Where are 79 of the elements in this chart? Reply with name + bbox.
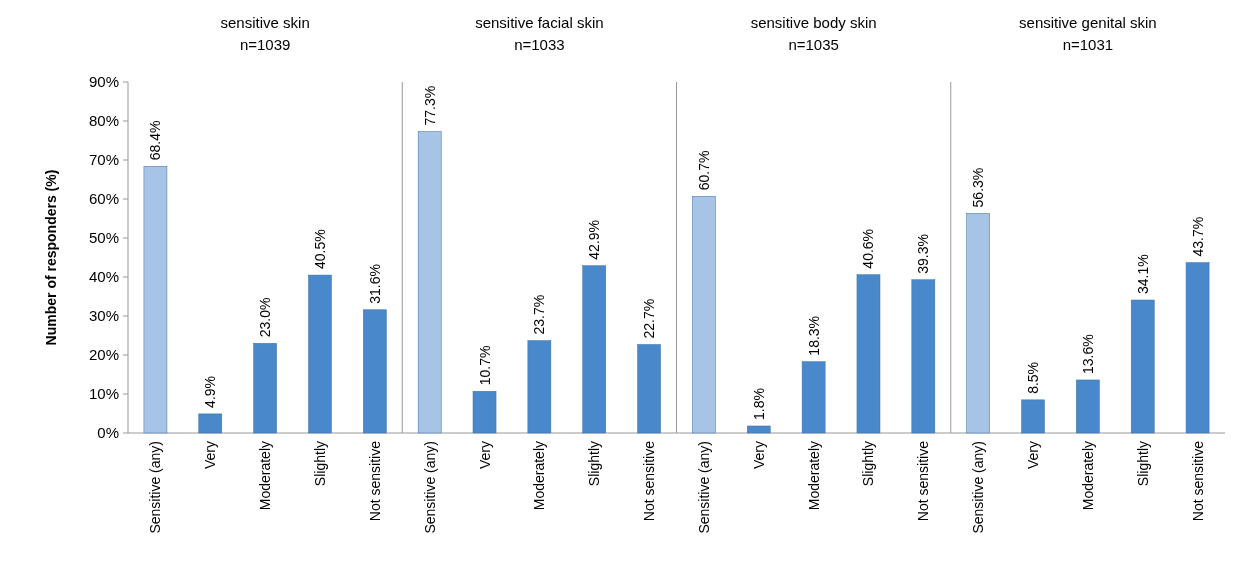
data-label: 23.0% xyxy=(257,297,274,338)
chart-title: sensitive facial skin xyxy=(475,14,604,31)
chart-subtitle: n=1033 xyxy=(514,36,565,53)
data-label: 56.3% xyxy=(970,167,987,208)
data-label: 31.6% xyxy=(366,264,383,304)
x-tick-label: Moderately xyxy=(257,441,274,511)
x-tick-label: Moderately xyxy=(805,441,822,511)
bar xyxy=(1130,299,1155,434)
data-label: 40.6% xyxy=(860,228,877,269)
bar xyxy=(472,391,497,434)
data-label: 13.6% xyxy=(1079,334,1096,374)
data-label: 10.7% xyxy=(476,345,493,386)
data-label: 39.3% xyxy=(915,234,932,274)
y-tick-label: 90% xyxy=(88,73,119,91)
bar xyxy=(856,274,881,434)
y-axis-title: Number of responders (%) xyxy=(43,169,59,346)
x-tick-label: Sensitive (any) xyxy=(421,441,438,534)
data-label: 22.7% xyxy=(641,298,658,339)
bar xyxy=(253,343,277,434)
chart-title: sensitive skin xyxy=(220,14,310,31)
y-tick-label: 40% xyxy=(88,268,119,286)
y-tick-label: 0% xyxy=(97,424,119,442)
x-tick-label: Not sensitive xyxy=(1189,440,1206,522)
x-tick-label: Not sensitive xyxy=(366,440,383,522)
x-tick-label: Slightly xyxy=(586,441,603,487)
chart-title: sensitive genital skin xyxy=(1019,14,1157,31)
y-tick-label: 20% xyxy=(88,346,119,364)
x-tick-label: Moderately xyxy=(531,441,548,511)
data-label: 43.7% xyxy=(1189,216,1206,257)
x-tick-label: Slightly xyxy=(860,441,877,487)
y-tick-label: 60% xyxy=(88,190,119,208)
bar xyxy=(1076,379,1100,434)
y-tick-label: 10% xyxy=(88,385,119,403)
bar xyxy=(801,361,826,434)
bar xyxy=(966,213,990,434)
y-tick-label: 70% xyxy=(88,151,119,169)
y-tick-label: 30% xyxy=(88,307,119,325)
bar xyxy=(143,165,168,434)
data-label: 68.4% xyxy=(147,120,164,161)
bar xyxy=(527,340,552,434)
data-label: 8.5% xyxy=(1025,361,1042,394)
x-tick-label: Moderately xyxy=(1079,441,1096,511)
bar xyxy=(692,196,716,434)
bar xyxy=(198,413,223,434)
y-tick-label: 50% xyxy=(88,229,119,247)
chart-subtitle: n=1031 xyxy=(1062,36,1114,53)
chart-title: sensitive body skin xyxy=(750,14,877,31)
bar xyxy=(308,274,332,434)
chart-subtitle: n=1035 xyxy=(788,36,839,53)
bar xyxy=(911,279,936,434)
bar xyxy=(747,425,771,434)
data-label: 4.9% xyxy=(202,375,219,408)
bar xyxy=(582,265,606,434)
data-label: 34.1% xyxy=(1134,254,1151,295)
data-label: 60.7% xyxy=(695,150,712,191)
data-label: 18.3% xyxy=(805,315,822,356)
x-tick-label: Not sensitive xyxy=(641,440,658,522)
bar xyxy=(1185,262,1210,434)
bar xyxy=(637,344,661,434)
x-tick-label: Sensitive (any) xyxy=(970,441,987,534)
bar xyxy=(363,309,387,434)
x-tick-label: Not sensitive xyxy=(915,440,932,522)
data-label: 40.5% xyxy=(311,229,328,270)
data-label: 77.3% xyxy=(421,85,438,126)
bar xyxy=(1021,399,1045,434)
y-tick-label: 80% xyxy=(88,112,119,130)
data-label: 23.7% xyxy=(531,294,548,335)
x-tick-label: Sensitive (any) xyxy=(695,441,712,534)
x-tick-label: Slightly xyxy=(1134,441,1151,487)
x-tick-label: Very xyxy=(476,441,493,470)
bar xyxy=(417,131,442,434)
data-label: 1.8% xyxy=(750,388,767,420)
x-tick-label: Slightly xyxy=(311,441,328,487)
data-label: 42.9% xyxy=(586,219,603,260)
chart-subtitle: n=1039 xyxy=(239,36,291,53)
x-tick-label: Very xyxy=(750,441,767,470)
x-tick-label: Very xyxy=(202,441,219,470)
x-tick-label: Very xyxy=(1025,441,1042,470)
x-tick-label: Sensitive (any) xyxy=(147,441,164,534)
